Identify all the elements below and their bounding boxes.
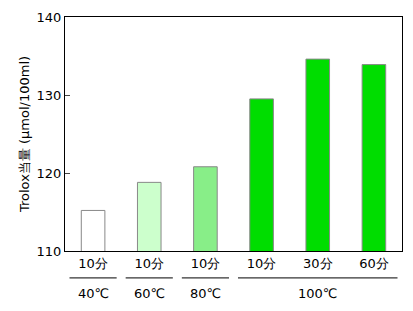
svg-text:10分: 10分 <box>191 256 221 271</box>
svg-text:30分: 30分 <box>303 256 333 271</box>
svg-text:100℃: 100℃ <box>298 286 337 301</box>
svg-text:120: 120 <box>37 166 62 181</box>
svg-text:10分: 10分 <box>78 256 108 271</box>
svg-text:40℃: 40℃ <box>78 286 109 301</box>
svg-text:130: 130 <box>37 88 62 103</box>
svg-text:80℃: 80℃ <box>190 286 221 301</box>
svg-text:140: 140 <box>37 10 62 25</box>
svg-text:60℃: 60℃ <box>134 286 165 301</box>
svg-text:10分: 10分 <box>247 256 277 271</box>
svg-text:Trolox当量 (μmol/100ml): Trolox当量 (μmol/100ml) <box>17 56 32 213</box>
svg-text:60分: 60分 <box>359 256 389 271</box>
svg-text:110: 110 <box>37 244 62 259</box>
svg-text:10分: 10分 <box>134 256 164 271</box>
